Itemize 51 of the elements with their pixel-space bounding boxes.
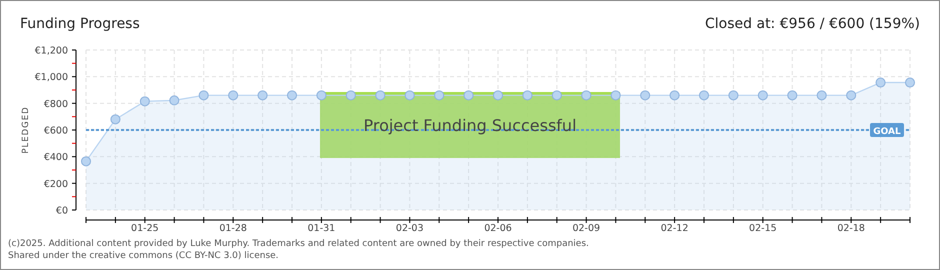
point: [434, 90, 444, 100]
point: [140, 96, 150, 106]
point: [228, 90, 238, 100]
point: [552, 90, 562, 100]
point: [670, 90, 680, 100]
y-tick-label: €0: [56, 206, 68, 216]
point: [816, 90, 827, 100]
point: [640, 90, 650, 100]
y-axis-title: PLEDGED: [21, 106, 31, 154]
point: [258, 90, 268, 100]
point: [81, 156, 91, 166]
point: [169, 95, 180, 106]
point: [110, 114, 120, 124]
point: [610, 90, 621, 100]
x-tick-label: 02-09: [572, 223, 600, 234]
point: [728, 90, 738, 100]
point: [876, 78, 886, 88]
y-tick-label: €800: [44, 98, 68, 110]
point: [316, 90, 326, 100]
y-tick-label: €1,000: [34, 72, 68, 84]
point: [581, 90, 592, 100]
x-tick-label: 02-12: [660, 223, 688, 234]
point: [522, 90, 532, 100]
point: [699, 90, 709, 100]
x-tick-label: 02-15: [749, 223, 777, 234]
point: [787, 90, 798, 100]
chart-title: Funding Progress: [20, 16, 140, 32]
point: [905, 78, 915, 88]
y-tick-label: €1,200: [34, 46, 68, 56]
point: [758, 90, 768, 100]
ref-line-label: GOAL: [873, 127, 902, 137]
text: Shared under the creative commons (CC BY-NC 3.0) license.: [8, 251, 279, 261]
y-tick-label: €200: [44, 178, 68, 190]
x-tick-label: 02-06: [484, 223, 512, 234]
x-tick-label: 01-28: [219, 223, 247, 234]
x-tick-label: 01-25: [131, 223, 159, 234]
y-tick-label: €400: [44, 152, 68, 164]
text: (c)2025. Additional content provided by Luke Murphy. Trademarks and related content are owned by their respective companies.: [8, 239, 589, 249]
point: [404, 90, 415, 100]
point: [846, 90, 856, 100]
point: [287, 90, 297, 100]
x-tick-label: 02-03: [396, 223, 424, 234]
point: [375, 90, 386, 100]
point: [493, 90, 503, 100]
point: [198, 90, 209, 100]
x-tick-label: 01-31: [308, 223, 336, 234]
point: [346, 90, 356, 100]
x-tick-label: 02-18: [837, 223, 865, 234]
y-tick-label: €600: [44, 126, 68, 136]
chart-subtitle: Closed at: €956 / €600 (159%): [705, 16, 920, 32]
point: [464, 90, 474, 100]
